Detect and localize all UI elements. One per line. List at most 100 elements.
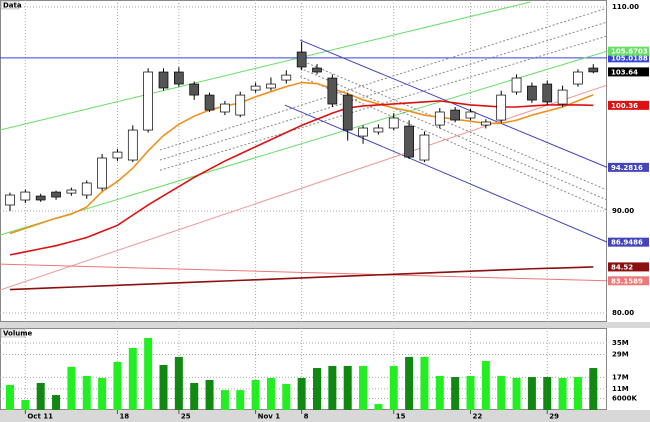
candle-body (143, 71, 153, 131)
volume-bar (343, 365, 352, 410)
x-tick-label: 22 (473, 413, 483, 421)
volume-bar (220, 390, 229, 410)
value-label-box (608, 53, 649, 63)
volume-bar (266, 378, 275, 410)
value-label: 86.9486 (611, 239, 643, 247)
x-tick-label: 25 (181, 413, 191, 421)
value-label-box (608, 262, 649, 272)
separator (607, 322, 650, 328)
value-label-box (608, 67, 649, 77)
candle-body (189, 83, 200, 96)
trendline (299, 39, 607, 168)
candle-body (266, 83, 276, 89)
trendline (299, 59, 607, 191)
candle-body (496, 94, 507, 121)
candle-body (465, 111, 476, 119)
volume-bar (6, 384, 14, 410)
candle-body (327, 77, 338, 105)
volume-bar (282, 383, 291, 410)
volume-bar (36, 382, 45, 410)
value-label: 105.6703 (611, 48, 648, 56)
candle-body (127, 129, 138, 161)
volume-bar (573, 377, 582, 410)
axes: 110.00 90.00 80.00 35M 29M 17M 11M 6000K Oct 11 1… (24, 3, 649, 421)
volume-bar (512, 378, 521, 410)
candle-body (404, 125, 414, 158)
candle-body (174, 71, 184, 85)
volume-bar (497, 375, 506, 410)
value-label: 94.2816 (611, 164, 643, 172)
candle-body (112, 151, 123, 159)
value-label: 103.64 (611, 68, 638, 76)
x-tick-label: Oct 11 (27, 413, 53, 421)
volume-bar (589, 368, 598, 410)
value-label: 100.36 (611, 102, 638, 110)
volume-bar (374, 404, 383, 410)
y-tick-label: 11M (612, 385, 629, 393)
volume-bar (466, 375, 475, 410)
volume-bar (159, 364, 168, 410)
price-panel (0, 0, 607, 322)
candle-body (281, 74, 292, 81)
candle-body (296, 51, 307, 68)
candle-body (434, 111, 445, 126)
x-tick-label: 29 (549, 413, 559, 421)
candle-body (5, 194, 15, 206)
price-plot (0, 0, 607, 322)
volume-bar (174, 356, 183, 410)
ma-line (9, 100, 594, 256)
candle-body (51, 191, 61, 198)
value-label-box (608, 46, 649, 56)
volume-bar (144, 337, 153, 410)
volume-title: Volume (3, 330, 33, 338)
volume-bar (205, 379, 214, 410)
y-tick-label: 110.00 (612, 3, 639, 11)
value-label: 105.0188 (611, 54, 648, 62)
volume-bar (481, 360, 490, 410)
value-label-box (608, 100, 649, 110)
volume-bar (128, 347, 137, 410)
ma-line (9, 266, 594, 291)
candle-body (450, 109, 460, 121)
volume-bar (236, 390, 245, 410)
candle-body (66, 189, 77, 194)
volume-bar (328, 365, 337, 410)
y-tick-label: 90.00 (612, 207, 634, 215)
value-label: 84.52 (611, 263, 633, 271)
separator (0, 322, 607, 328)
candle-body (419, 134, 430, 161)
volume-bar (558, 378, 567, 410)
trendline (159, 21, 607, 161)
trendline (159, 35, 607, 171)
volume-bar (82, 375, 91, 410)
value-label-box (608, 276, 649, 286)
y-tick-label: 80.00 (612, 309, 634, 317)
candle-body (97, 157, 107, 189)
candle-body (388, 117, 399, 129)
value-label-box (608, 162, 649, 172)
value-label-box (608, 237, 649, 247)
x-tick-label: 8 (304, 413, 309, 421)
candle-body (511, 77, 522, 93)
candle-body (235, 94, 246, 116)
candle-body (557, 89, 568, 105)
candle-body (342, 94, 353, 131)
candle-body (542, 83, 553, 103)
y-tick-label: 35M (612, 339, 629, 347)
volume-bar (359, 365, 368, 410)
x-tick-label: 18 (119, 413, 129, 421)
volume-plot (0, 328, 607, 410)
volume-bar (543, 377, 552, 410)
trendline (0, 1, 531, 131)
volume-bar (113, 361, 122, 410)
x-tick-label: 15 (396, 413, 406, 421)
volume-bar (435, 375, 444, 410)
candle-body (158, 71, 169, 89)
trendline (284, 104, 607, 243)
candle-body (250, 85, 261, 91)
volume-bar (313, 368, 321, 410)
title-box (0, 328, 26, 338)
candle-body (573, 71, 583, 85)
volume-bar (527, 377, 536, 410)
